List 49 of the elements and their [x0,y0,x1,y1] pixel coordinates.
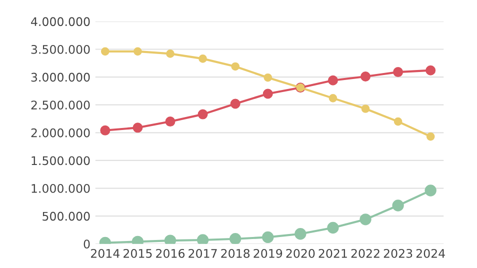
y-tick-label: 3.500.000 [31,44,90,54]
point [328,75,338,86]
point [166,50,174,58]
point [231,62,240,71]
x-tick-label: 2014 [91,248,120,258]
point [100,47,110,56]
x-tick-label: 2023 [384,248,412,258]
x-tick-label: 2022 [351,248,380,258]
x-tick-label: 2015 [124,248,152,258]
x-tick-label: 2021 [318,248,347,258]
y-tick-label: 1.500.000 [32,156,90,166]
point [294,228,306,240]
point [198,109,208,120]
point [392,200,404,212]
point [230,98,240,109]
point [165,116,176,127]
x-tick-label: 2016 [156,248,185,258]
point [360,71,371,82]
y-tick-label: 0 [84,240,90,249]
point [100,125,110,136]
point [360,214,372,226]
x-tick-label: 2018 [221,248,250,258]
y-tick-label: 2.000.000 [31,128,90,138]
point [164,234,176,244]
y-tick-label: 1.000.000 [32,184,90,193]
point [327,222,339,234]
point [134,47,142,56]
point [424,184,436,196]
x-tick-label: 2020 [286,248,315,258]
point [198,54,207,63]
point [394,117,402,126]
point [426,65,436,76]
x-tick-label: 2017 [188,248,217,258]
point [393,67,404,78]
point [230,233,242,244]
x-tick-label: 2019 [254,248,282,258]
y-tick-label: 2.500.000 [31,100,90,110]
x-tick-label: 2024 [416,248,445,258]
point [262,88,273,99]
point [262,231,274,244]
point [328,94,338,102]
point [196,234,209,244]
y-tick-label: 500.000 [42,212,90,221]
y-tick-label: 4.000.000 [31,17,90,26]
point [426,132,435,141]
point [264,73,272,82]
y-tick-label: 3.000.000 [31,72,90,82]
point [361,104,370,113]
point [132,122,143,133]
